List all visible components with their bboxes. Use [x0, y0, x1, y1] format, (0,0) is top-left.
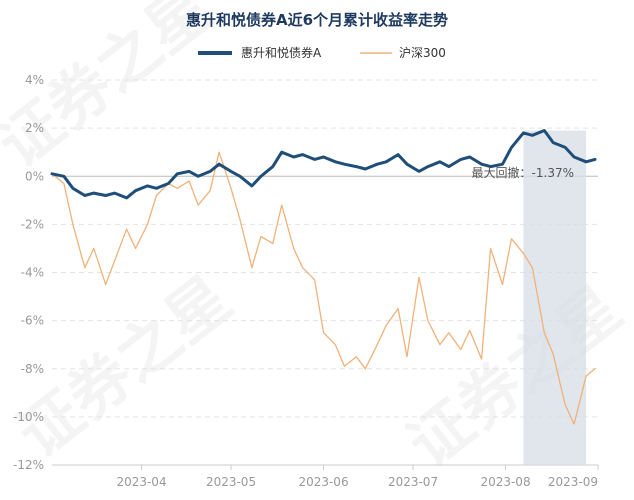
drawdown-shade [523, 130, 587, 465]
y-tick-label: -8% [21, 362, 44, 376]
y-tick-label: -2% [21, 217, 44, 231]
legend-label-index: 沪深300 [399, 46, 446, 60]
y-tick-label: 4% [25, 73, 44, 87]
y-tick-label: 2% [25, 121, 44, 135]
y-axis: 4% 2% 0% -2% -4% -6% -8% -10% -12% [13, 73, 44, 472]
x-tick-label: 2023-04 [116, 475, 166, 489]
y-tick-label: -4% [21, 266, 44, 280]
drawdown-annotation: 最大回撤：-1.37% [472, 165, 574, 180]
x-tick-label: 2023-08 [480, 475, 530, 489]
legend: 惠升和悦债券A 沪深300 [198, 45, 446, 60]
grid [52, 79, 598, 466]
x-tick-label: 2023-07 [388, 475, 438, 489]
x-axis: 2023-04 2023-05 2023-06 2023-07 2023-08 2023-… [116, 465, 599, 489]
chart-title: 惠升和悦债券A近6个月累计收益率走势 [186, 11, 448, 29]
drawdown-region [523, 130, 587, 465]
watermark-text-3: 证券之星 [394, 272, 634, 482]
series-line-0 [50, 129, 597, 200]
x-tick-label: 2023-09 [548, 475, 598, 489]
y-tick-label: -12% [13, 458, 44, 472]
x-tick-label: 2023-06 [298, 475, 348, 489]
legend-label-fund: 惠升和悦债券A [241, 45, 322, 60]
x-tick-label: 2023-05 [206, 475, 256, 489]
y-tick-label: -6% [21, 314, 44, 328]
y-tick-label: -10% [13, 410, 44, 424]
series-lines [50, 129, 597, 425]
y-tick-label: 0% [25, 169, 44, 183]
series-line-1 [51, 151, 596, 425]
